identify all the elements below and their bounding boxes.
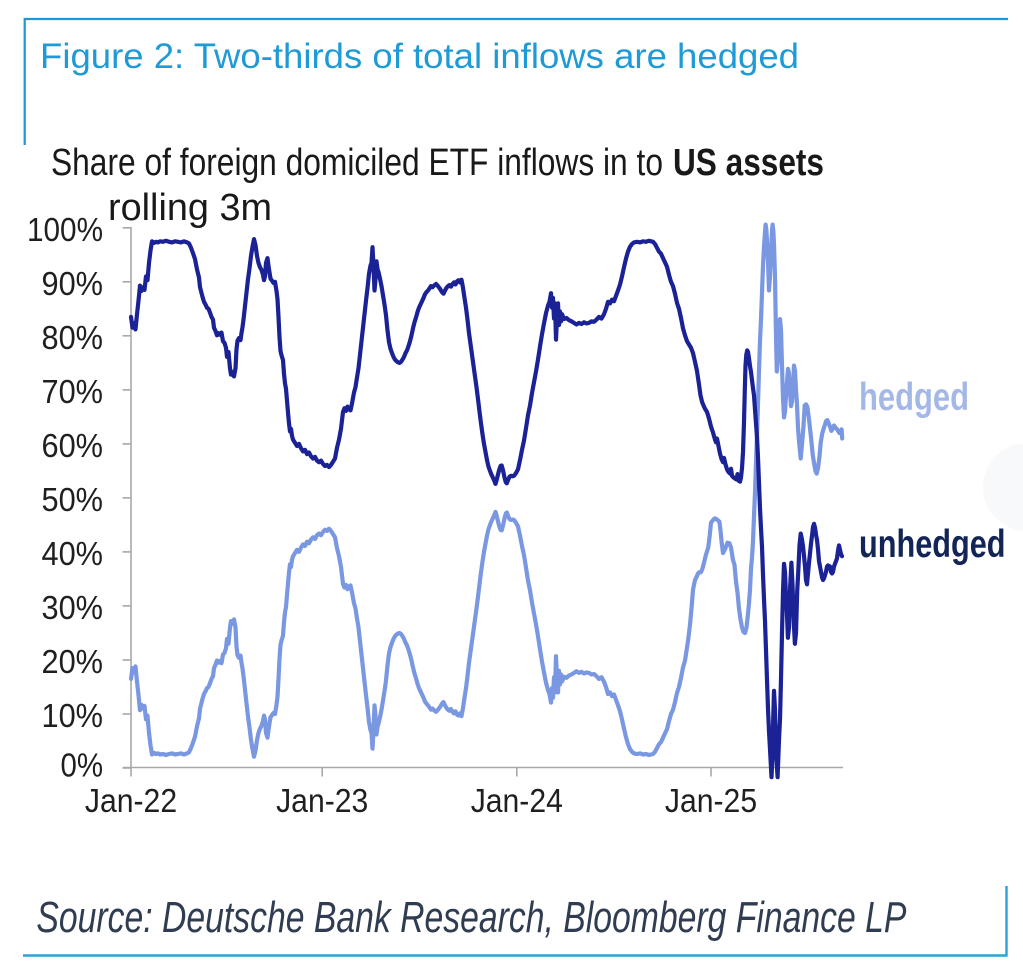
svg-text:40%: 40% [42,535,104,572]
svg-text:50%: 50% [42,481,104,518]
svg-text:Source: Deutsche Bank Research: Source: Deutsche Bank Research, Bloomber… [36,893,906,942]
svg-text:20%: 20% [42,643,104,680]
svg-text:Share of foreign domiciled ETF: Share of foreign domiciled ETF inflows i… [51,142,663,184]
svg-text:100%: 100% [27,211,103,248]
svg-text:90%: 90% [42,265,104,302]
svg-text:Jan-22: Jan-22 [85,782,177,819]
svg-text:hedged: hedged [859,376,969,419]
svg-text:US assets: US assets [673,142,824,184]
svg-text:Jan-24: Jan-24 [471,782,563,819]
svg-text:unhedged: unhedged [859,523,1006,566]
svg-text:Figure 2: Two-thirds of total: Figure 2: Two-thirds of total inflows ar… [40,36,799,76]
svg-text:70%: 70% [42,373,104,410]
svg-text:30%: 30% [42,589,104,626]
svg-text:Jan-25: Jan-25 [665,782,757,819]
svg-text:60%: 60% [42,427,104,464]
svg-text:10%: 10% [42,697,104,734]
svg-text:Jan-23: Jan-23 [276,782,368,819]
svg-text:80%: 80% [42,319,104,356]
svg-text:0%: 0% [61,747,104,784]
svg-text:rolling 3m: rolling 3m [108,187,272,229]
